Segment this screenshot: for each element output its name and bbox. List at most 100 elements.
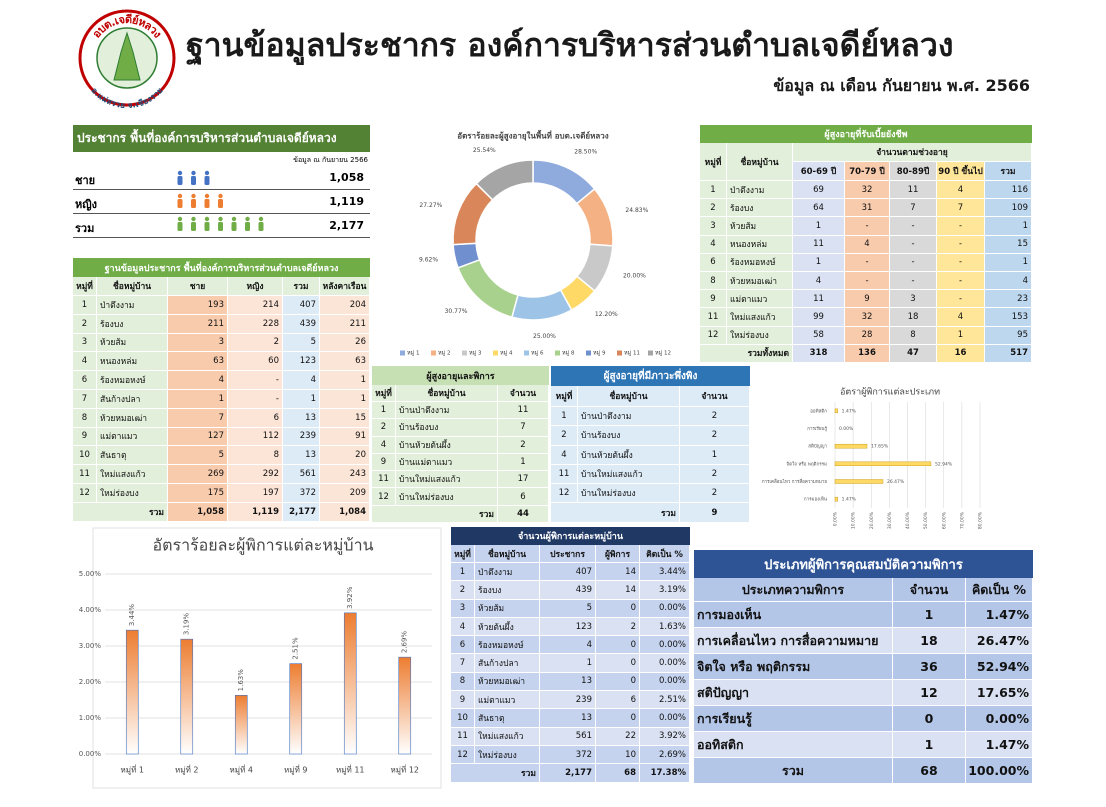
table-cell: 91	[320, 427, 370, 447]
table-cell: 1	[793, 253, 845, 272]
donut-segment	[475, 159, 534, 201]
table-cell: 95	[985, 326, 1032, 345]
table-cell: 2.51%	[640, 691, 690, 710]
table-cell: 17	[498, 471, 549, 489]
table-cell: 3	[451, 599, 475, 618]
table-cell: 18	[893, 628, 966, 654]
y-tick-label: สติปัญญา	[808, 444, 827, 450]
person-head	[204, 193, 210, 199]
table-cell: 4	[168, 371, 228, 390]
page-title: ฐานข้อมูลประชากร องค์การบริหารส่วนตำบลเจ…	[186, 26, 954, 64]
table-total-cell: 47	[890, 344, 937, 363]
table-cell: 22	[596, 727, 640, 746]
table-cell: 1	[551, 407, 578, 427]
person-icon	[258, 216, 264, 231]
summary-label: ชาย	[75, 174, 96, 187]
y-tick-label: 2.00%	[79, 678, 102, 686]
table-cell: 561	[283, 465, 320, 484]
table-cell: 2	[498, 436, 549, 454]
summary-row: หญิง 1,119	[73, 190, 370, 214]
table-cell: 12	[551, 484, 578, 504]
table-cell: 0	[596, 599, 640, 618]
data-label: 27.27%	[419, 202, 442, 209]
person-body	[231, 222, 237, 231]
table-cell: 1	[893, 602, 966, 628]
table-cell: 1	[937, 326, 985, 345]
person-body	[191, 222, 196, 231]
table-header-cell: ผู้พิการ	[596, 545, 640, 563]
table-total-cell: 9	[680, 503, 750, 523]
table-cell: -	[937, 290, 985, 309]
table-cell: บ้านใหม่แสงแก้ว	[396, 471, 498, 489]
table-cell: แม่ตาแมว	[97, 427, 168, 447]
table-cell: สันก้างปลา	[97, 389, 168, 409]
table-cell: 52.94%	[966, 654, 1033, 680]
table-header-cell: รวม	[985, 162, 1032, 181]
table-cell: สติปัญญา	[694, 680, 893, 706]
person-icon	[191, 216, 196, 231]
table-cell: 109	[985, 199, 1032, 218]
table-cell: 11	[793, 235, 845, 254]
data-label: 12.20%	[595, 311, 618, 318]
data-label: 1.47%	[842, 408, 857, 414]
table: ผู้สูงอายุที่มีภาวะพึ่งพิง หมู่ที่ ชื่อหมู…	[551, 366, 750, 523]
logo-chedi	[113, 31, 141, 81]
table-cell: บ้านแม่ตาแมว	[396, 453, 498, 472]
table-cell: 7	[937, 199, 985, 218]
table-total-cell: 68	[893, 758, 966, 784]
table-cell: 6	[228, 408, 283, 428]
table-cell: 5	[168, 446, 228, 466]
person-icon	[204, 193, 210, 208]
table-cell: 15	[320, 408, 370, 428]
table-cell: 1	[793, 217, 845, 236]
table-cell: ห้วยหมอเฒ่า	[97, 408, 168, 428]
person-head	[191, 216, 196, 222]
person-body	[218, 222, 223, 231]
person-head	[177, 193, 183, 199]
table-cell: 6	[73, 371, 97, 390]
table: จำนวนผู้พิการแต่ละหมู่บ้าน หมู่ที่ ชื่อหมู…	[451, 527, 690, 783]
table-cell: 12	[73, 483, 97, 503]
table-cell: 1	[540, 654, 596, 673]
table-cell: 127	[168, 427, 228, 447]
table-cell: การมองเห็น	[694, 602, 893, 628]
table-cell: 1	[283, 389, 320, 409]
table-header-cell: ชื่อหมู่บ้าน	[727, 143, 793, 181]
table-cell: บ้านใหม่ร่องบง	[578, 484, 680, 504]
table-cell: 9	[845, 290, 890, 309]
table-header-cell: หลังคาเรือน	[320, 277, 370, 296]
table-cell: 10	[451, 709, 475, 728]
table-cell: 1	[73, 296, 97, 315]
table-cell: 6	[700, 253, 727, 272]
summary-value: 1,119	[329, 195, 364, 208]
person-head	[177, 170, 183, 176]
summary-value: 2,177	[329, 219, 364, 232]
y-tick-label: ออทิสติก	[810, 408, 827, 414]
y-tick-label: การเคลื่อนไหว การสื่อความหมาย	[762, 478, 828, 485]
table-cell: 0.00%	[640, 654, 690, 673]
table-cell: หนองหล่ม	[727, 235, 793, 254]
table-cell: 0	[596, 672, 640, 692]
table-cell: ห้วยหมอเฒ่า	[475, 672, 540, 692]
table-cell: 2	[596, 617, 640, 637]
table-header-cell: ประชากร	[540, 545, 596, 563]
table-cell: 1	[893, 732, 966, 758]
table-cell: -	[890, 253, 937, 272]
person-icon	[177, 193, 183, 208]
table-cell: 123	[540, 617, 596, 637]
person-body	[204, 176, 210, 185]
data-label: 24.83%	[625, 207, 648, 214]
table-header-cell: หญิง	[228, 277, 283, 296]
table-cell: การเรียนรู้	[694, 706, 893, 732]
data-label: 1.47%	[842, 497, 857, 503]
table-cell: 372	[540, 745, 596, 765]
chart-title: อัตราผู้พิการแต่ละประเภท	[840, 387, 940, 398]
table-cell: 31	[845, 199, 890, 218]
data-label: 25.00%	[533, 333, 556, 340]
table-cell: 99	[793, 308, 845, 327]
population-summary: ประชากร พื้นที่องค์การบริหารส่วนตำบลเจดี…	[73, 125, 370, 238]
table-cell: 0	[893, 706, 966, 732]
table-cell: ร้องบง	[475, 581, 540, 600]
table-cell: 11	[372, 471, 396, 489]
table-cell: 211	[168, 314, 228, 334]
